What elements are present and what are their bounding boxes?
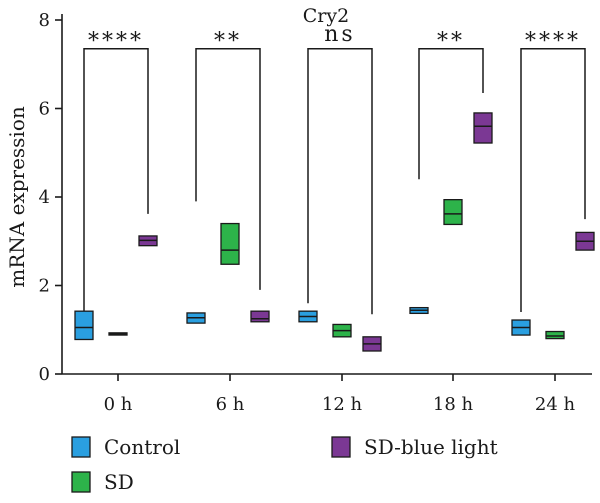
box — [443, 199, 463, 226]
box-rect — [443, 199, 463, 226]
legend: Control SD SD-blue light — [71, 435, 498, 494]
x-tick-label: 0 h — [104, 394, 133, 415]
chart-title: Cry2 — [303, 5, 349, 27]
significance-label: **** — [525, 29, 581, 54]
legend-item: Control — [71, 435, 180, 459]
box — [362, 336, 382, 352]
x-tick-label: 24 h — [535, 394, 576, 415]
significance-label: ** — [214, 29, 242, 54]
box — [545, 330, 565, 340]
box — [138, 235, 158, 247]
box — [220, 222, 240, 265]
legend-item: SD-blue light — [331, 435, 498, 459]
x-tick-label: 12 h — [322, 394, 363, 415]
legend-item: SD — [71, 470, 134, 494]
legend-swatch — [71, 471, 91, 493]
box-rect — [74, 310, 94, 341]
legend-label: SD — [104, 470, 134, 494]
box-rect — [545, 330, 565, 340]
significance-label: ** — [437, 29, 465, 54]
y-tick-label: 2 — [39, 276, 50, 297]
legend-label: Control — [104, 435, 180, 459]
significance-bracket — [83, 48, 149, 313]
box — [409, 306, 429, 315]
significance-bracket — [418, 48, 484, 180]
box-rect — [220, 222, 240, 265]
axes: 0 2 4 6 8 0 h 6 h 12 h 18 h 24 h — [39, 10, 592, 415]
box-rect — [250, 310, 270, 323]
box — [74, 310, 94, 341]
box — [575, 231, 595, 251]
box — [250, 310, 270, 323]
significance-bracket — [195, 48, 261, 290]
box — [108, 332, 128, 336]
box — [186, 312, 206, 324]
box — [298, 310, 318, 323]
y-axis-label: mRNA expression — [5, 106, 29, 288]
legend-swatch — [71, 436, 91, 458]
legend-label: SD-blue light — [364, 435, 498, 459]
legend-swatch — [331, 436, 351, 458]
significance-brackets: **** ** ns ** **** — [83, 22, 586, 315]
y-tick-label: 6 — [39, 99, 50, 120]
y-tick-label: 8 — [39, 10, 50, 31]
significance-label: **** — [88, 29, 144, 54]
box — [511, 319, 531, 336]
significance-bracket — [307, 48, 373, 315]
x-tick-label: 18 h — [433, 394, 474, 415]
x-tick-label: 6 h — [216, 394, 245, 415]
significance-label: ns — [324, 22, 355, 47]
box-plots — [74, 112, 595, 352]
box-rect — [473, 112, 493, 144]
box — [332, 323, 352, 338]
y-tick-label: 0 — [39, 364, 50, 385]
box — [473, 112, 493, 144]
significance-bracket — [520, 48, 586, 313]
y-tick-label: 4 — [39, 187, 50, 208]
